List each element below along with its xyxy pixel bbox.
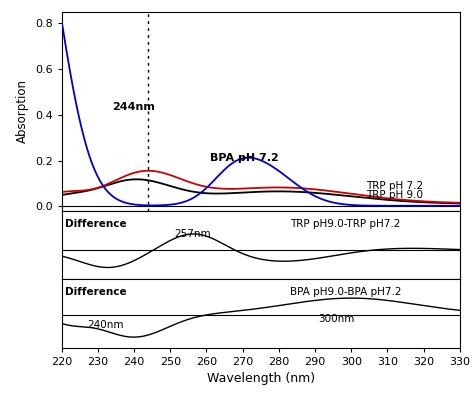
Text: TRP pH 7.2: TRP pH 7.2 <box>365 181 423 191</box>
Text: Difference: Difference <box>65 219 127 229</box>
Text: TRP pH9.0-TRP pH7.2: TRP pH9.0-TRP pH7.2 <box>290 219 400 229</box>
X-axis label: Wavelength (nm): Wavelength (nm) <box>207 372 315 385</box>
Y-axis label: Absorption: Absorption <box>16 79 29 143</box>
Text: 257nm: 257nm <box>174 229 210 239</box>
Text: BPA pH9.0-BPA pH7.2: BPA pH9.0-BPA pH7.2 <box>290 288 401 297</box>
Text: BPA pH 7.2: BPA pH 7.2 <box>210 152 279 162</box>
Text: 240nm: 240nm <box>87 320 123 330</box>
Text: TRP pH 9.0: TRP pH 9.0 <box>365 190 423 199</box>
Text: Difference: Difference <box>65 288 127 297</box>
Text: 244nm: 244nm <box>112 102 155 112</box>
Text: 300nm: 300nm <box>319 314 355 324</box>
